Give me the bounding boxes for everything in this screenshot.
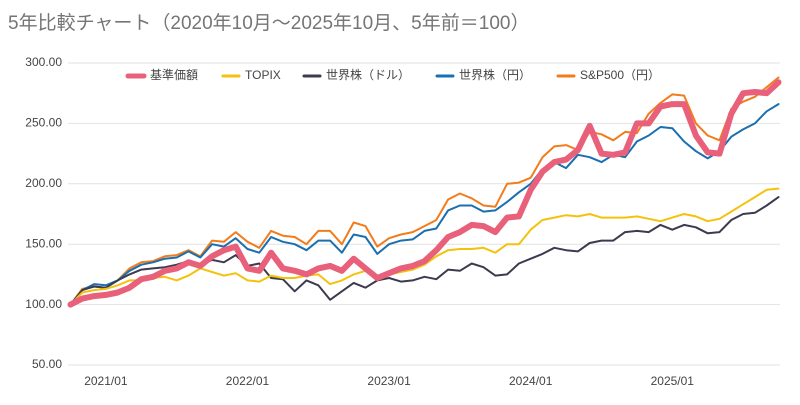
legend-label: 世界株（ドル） <box>326 67 410 82</box>
x-tick-label: 2022/01 <box>226 374 270 388</box>
legend-item: 世界株（円） <box>435 67 531 82</box>
x-tick-label: 2021/01 <box>84 374 128 388</box>
chart-title: 5年比較チャート（2020年10月～2025年10月、5年前＝100） <box>8 12 529 34</box>
legend-label: 基準価額 <box>150 67 198 82</box>
x-tick-label: 2023/01 <box>367 374 411 388</box>
legend-label: TOPIX <box>245 68 281 82</box>
y-tick-label: 300.00 <box>25 55 62 69</box>
y-tick-label: 250.00 <box>25 116 62 130</box>
legend-item: 世界株（ドル） <box>302 67 410 82</box>
series-line <box>69 196 780 306</box>
y-tick-label: 50.00 <box>32 357 62 371</box>
x-tick-label: 2024/01 <box>509 374 553 388</box>
legend-item: 基準価額 <box>125 67 198 82</box>
legend-label: S&P500（円） <box>580 68 660 82</box>
series-line <box>69 76 780 306</box>
y-tick-label: 150.00 <box>25 236 62 250</box>
series-line <box>69 103 780 306</box>
series-line <box>67 79 782 308</box>
legend-item: TOPIX <box>221 68 281 82</box>
legend-label: 世界株（円） <box>459 67 531 82</box>
x-tick-label: 2025/01 <box>651 374 695 388</box>
series-line <box>69 187 780 306</box>
y-tick-label: 200.00 <box>25 176 62 190</box>
legend-item: S&P500（円） <box>556 68 660 82</box>
y-tick-label: 100.00 <box>25 297 62 311</box>
